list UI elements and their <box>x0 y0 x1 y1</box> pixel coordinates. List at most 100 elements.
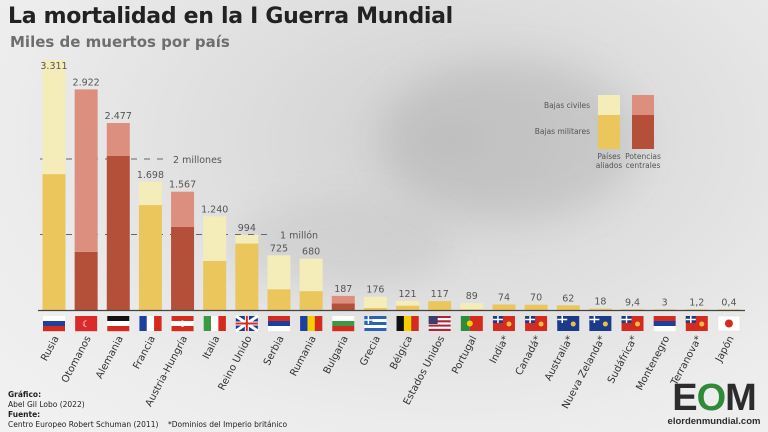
flag-stripe <box>171 316 194 322</box>
category-label: Bulgaria <box>322 334 351 376</box>
flag-icon-14 <box>492 316 515 331</box>
flag-icon-2 <box>107 316 130 332</box>
flag-cross <box>621 316 632 323</box>
bar-civil-10 <box>363 296 387 309</box>
credits: Gráfico: Abel Gil Lobo (2022) Fuente: Ce… <box>8 390 158 430</box>
bar-military-14 <box>492 304 516 310</box>
flag-icon-8 <box>300 316 323 331</box>
flag-stripe <box>267 316 290 322</box>
flag-badge <box>538 321 544 327</box>
flag-icon-4: ✚ <box>171 316 194 332</box>
flag-stripe <box>396 316 405 331</box>
flag-stripe <box>332 321 355 327</box>
category-label: Sudáfrica* <box>605 334 640 386</box>
flag-icon-17 <box>589 316 612 331</box>
bar-military-6 <box>235 243 259 310</box>
flag-icon-16 <box>557 316 580 331</box>
bar-military-7 <box>267 289 291 310</box>
flag-stripe <box>364 319 387 322</box>
value-label: 2.922 <box>73 77 100 88</box>
flag-icon-7 <box>267 316 290 332</box>
value-label: 3.311 <box>40 61 67 72</box>
bar-civil-7 <box>267 255 291 290</box>
category-label: Rumania <box>288 334 318 378</box>
flag-stripe <box>364 316 387 319</box>
flag-stripe <box>267 321 290 327</box>
flag-canton <box>428 316 438 324</box>
flag-cross <box>685 316 696 323</box>
flag-icon-5 <box>203 316 226 331</box>
legend-swatch-allied-civil <box>598 95 620 115</box>
flag-stripe <box>107 316 130 322</box>
flag-icon-10 <box>364 316 387 331</box>
bar-military-12 <box>428 301 452 310</box>
category-label: Serbia <box>262 334 287 367</box>
category-label: India* <box>488 334 512 365</box>
flag-emblem: ✚ <box>179 320 187 330</box>
bar-civil-9 <box>331 295 355 304</box>
flag-cross <box>492 316 503 323</box>
bar-military-3 <box>138 205 162 310</box>
flag-stripe <box>428 324 451 327</box>
bar-civil-3 <box>138 181 162 206</box>
flag-stripe <box>469 316 483 331</box>
graphic-label: Gráfico: <box>8 390 42 399</box>
bar-civil-11 <box>396 300 420 306</box>
flag-icon-21 <box>717 315 741 332</box>
value-label: 9,4 <box>625 297 640 308</box>
flag-icon-1: ☾ <box>75 316 98 332</box>
flag-icon-18 <box>621 316 644 331</box>
category-label: Grecia <box>358 334 383 368</box>
background-photo-shade <box>230 200 450 290</box>
flag-stripe <box>203 316 212 331</box>
value-label: 70 <box>530 293 542 304</box>
flag-stripe <box>428 322 451 325</box>
category-label: Canadá* <box>513 334 544 378</box>
flag-cross <box>589 316 600 323</box>
reference-line-label: 2 millones <box>173 155 222 166</box>
graphic-author: Abel Gil Lobo (2022) <box>8 400 85 409</box>
value-label: 3 <box>662 297 668 308</box>
value-label: 0,4 <box>721 297 736 308</box>
bar-military-8 <box>299 291 323 310</box>
flag-stripe <box>364 322 387 325</box>
bar-military-19 <box>653 309 677 310</box>
flag-stripe <box>211 316 219 331</box>
category-label: Alemania <box>94 334 126 381</box>
flag-icon-3 <box>139 316 162 331</box>
flag-stripe <box>107 326 130 332</box>
bar-civil-6 <box>235 234 259 244</box>
flag-stripe <box>171 326 194 332</box>
flag-stripe <box>43 326 65 332</box>
flag-stripe <box>428 320 451 323</box>
bar-military-11 <box>396 305 420 310</box>
flag-stripe <box>43 321 65 327</box>
flag-badge <box>570 321 576 327</box>
value-label: 725 <box>270 243 288 254</box>
bar-civil-0 <box>42 60 66 175</box>
category-label: Rusia <box>39 334 61 363</box>
value-label: 1,2 <box>689 297 704 308</box>
flag-cross <box>235 316 258 331</box>
flag-stripe <box>428 318 451 321</box>
flag-stripe <box>267 326 290 332</box>
value-label: 18 <box>594 297 606 308</box>
value-label: 680 <box>302 247 320 258</box>
bar-military-17 <box>588 308 612 310</box>
value-label: 176 <box>366 285 384 296</box>
category-label: Francia <box>131 334 158 371</box>
value-label: 121 <box>398 289 416 300</box>
bar-military-13 <box>460 309 484 310</box>
flag-stripe <box>307 316 315 331</box>
legend-swatch-central-civil <box>632 95 654 115</box>
flag-stripe <box>653 321 676 327</box>
value-label: 1.698 <box>137 170 164 181</box>
flag-icon-9 <box>332 316 355 332</box>
logo-mark: EOM <box>672 377 757 419</box>
logo-url: elordenmundial.com <box>667 416 761 427</box>
flag-cross <box>557 316 568 323</box>
bar-military-2 <box>106 155 130 310</box>
flag-stripe <box>653 326 676 332</box>
flag-stripe <box>171 321 194 327</box>
source-label: Fuente: <box>8 410 41 419</box>
